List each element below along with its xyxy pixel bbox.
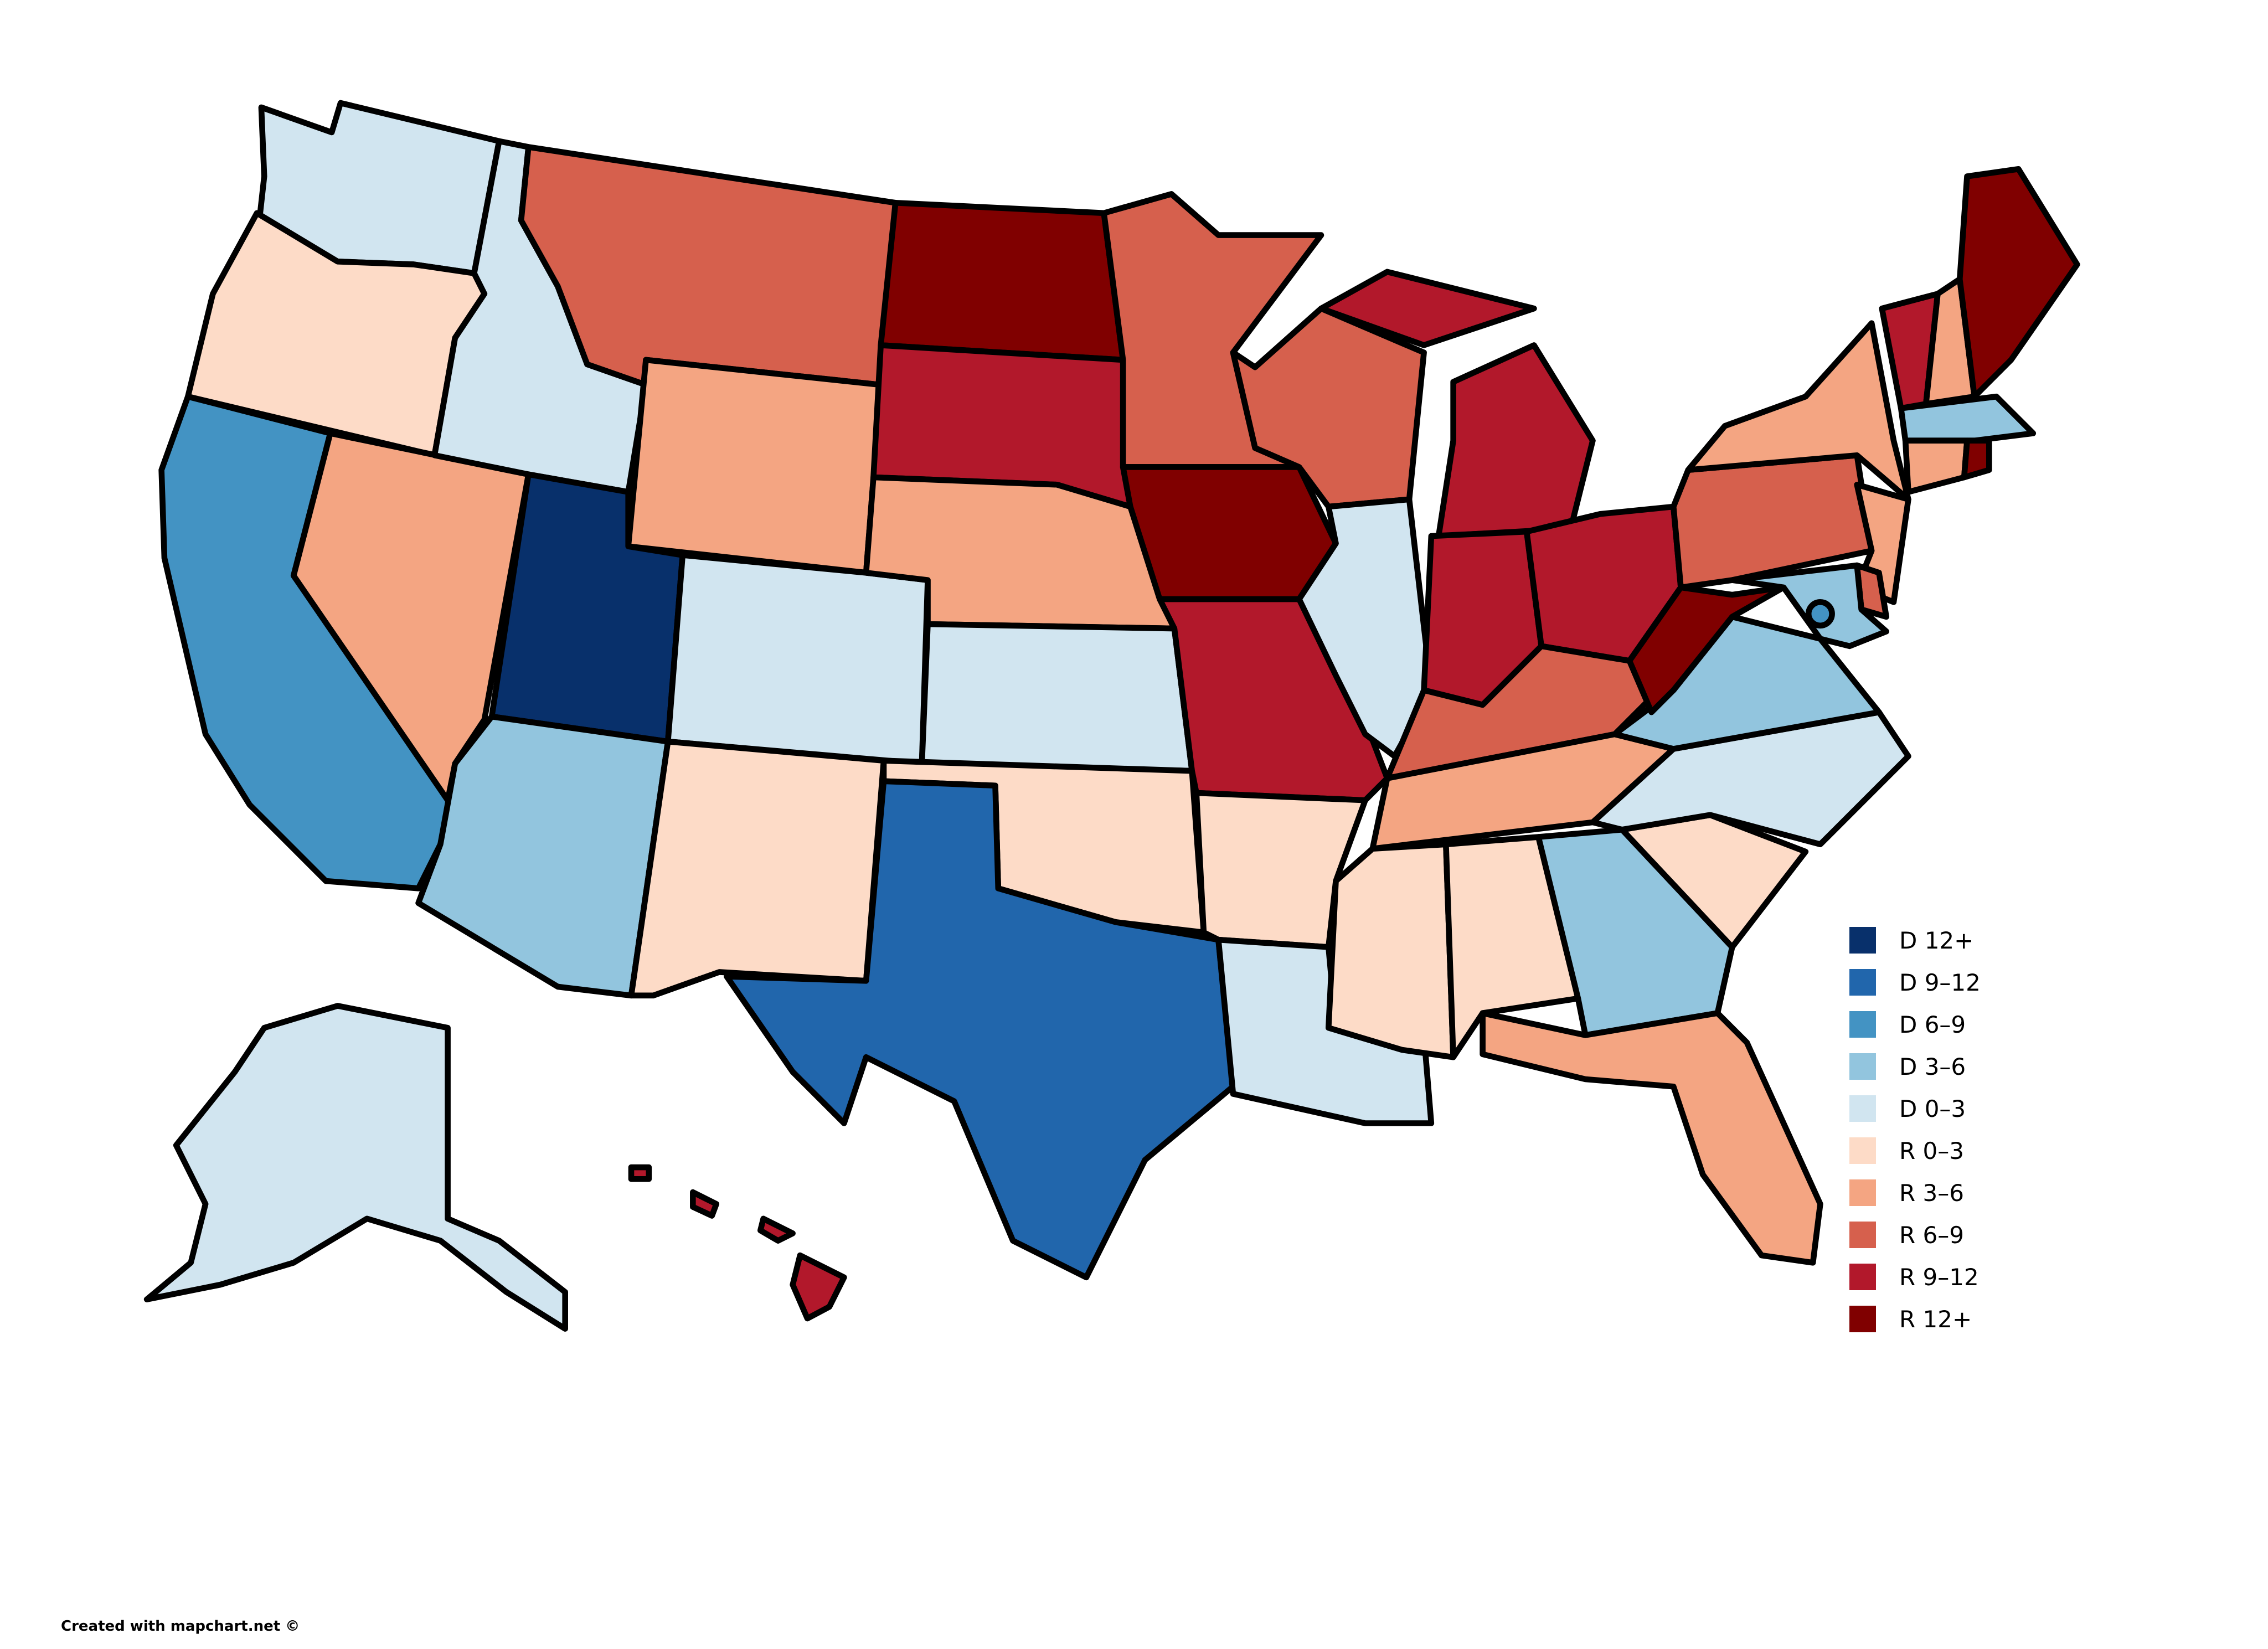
state-dc[interactable] (1805, 599, 1835, 629)
state-ma[interactable] (1898, 393, 2037, 444)
legend-label: R 12+ (1899, 1305, 1972, 1333)
legend-label: R 9–12 (1899, 1263, 1979, 1291)
state-ks[interactable] (919, 621, 1195, 774)
state-tx[interactable] (724, 778, 1236, 1281)
state-nd[interactable] (878, 199, 1126, 363)
legend-item: D 12+ (1849, 919, 2182, 961)
state-ny[interactable] (1685, 320, 1911, 503)
legend-item: R 0–3 (1849, 1130, 2182, 1172)
legend-swatch (1849, 927, 1876, 954)
legend-item: D 6–9 (1849, 1003, 2182, 1045)
legend-label: D 12+ (1899, 926, 1974, 954)
credit-text: Created with mapchart.net © (61, 1618, 300, 1635)
legend-label: D 9–12 (1899, 968, 1981, 996)
state-al[interactable] (1443, 834, 1581, 1060)
legend-label: R 3–6 (1899, 1179, 1964, 1207)
legend-item: R 3–6 (1849, 1172, 2182, 1214)
legend-swatch (1849, 1095, 1876, 1122)
legend-label: D 3–6 (1899, 1053, 1966, 1080)
legend-item: R 12+ (1849, 1298, 2182, 1340)
legend-item: R 6–9 (1849, 1214, 2182, 1256)
state-fl[interactable] (1480, 1010, 1823, 1266)
state-ri[interactable] (1961, 437, 1992, 481)
legend-item: R 9–12 (1849, 1256, 2182, 1298)
legend-item: D 0–3 (1849, 1088, 2182, 1130)
state-co[interactable] (664, 552, 931, 767)
state-me[interactable] (1956, 166, 2080, 400)
state-az[interactable] (415, 713, 671, 999)
legend-label: R 0–3 (1899, 1137, 1964, 1164)
state-il[interactable] (1296, 496, 1435, 760)
legend-label: D 6–9 (1899, 1011, 1966, 1038)
legend-swatch (1849, 1053, 1876, 1080)
legend-item: D 9–12 (1849, 961, 2182, 1003)
state-ia[interactable] (1120, 464, 1339, 602)
state-ms[interactable] (1325, 841, 1456, 1060)
legend-swatch (1849, 1179, 1876, 1206)
legend-swatch (1849, 1011, 1876, 1038)
state-nm[interactable] (628, 738, 887, 999)
legend-swatch (1849, 1306, 1876, 1332)
legend-item: D 3–6 (1849, 1045, 2182, 1088)
state-ct[interactable] (1902, 437, 1970, 495)
state-ak[interactable] (143, 1003, 568, 1332)
legend-swatch (1849, 1264, 1876, 1290)
state-wy[interactable] (625, 357, 884, 576)
legend: D 12+ D 9–12 D 6–9 D 3–6 D 0–3 R 0–3 R 3–6 R 6–… (1849, 919, 2182, 1340)
legend-swatch (1849, 1137, 1876, 1164)
legend-label: R 6–9 (1899, 1221, 1964, 1249)
legend-label: D 0–3 (1899, 1095, 1966, 1122)
legend-swatch (1849, 969, 1876, 996)
legend-swatch (1849, 1222, 1876, 1248)
state-hi[interactable] (628, 1164, 847, 1322)
